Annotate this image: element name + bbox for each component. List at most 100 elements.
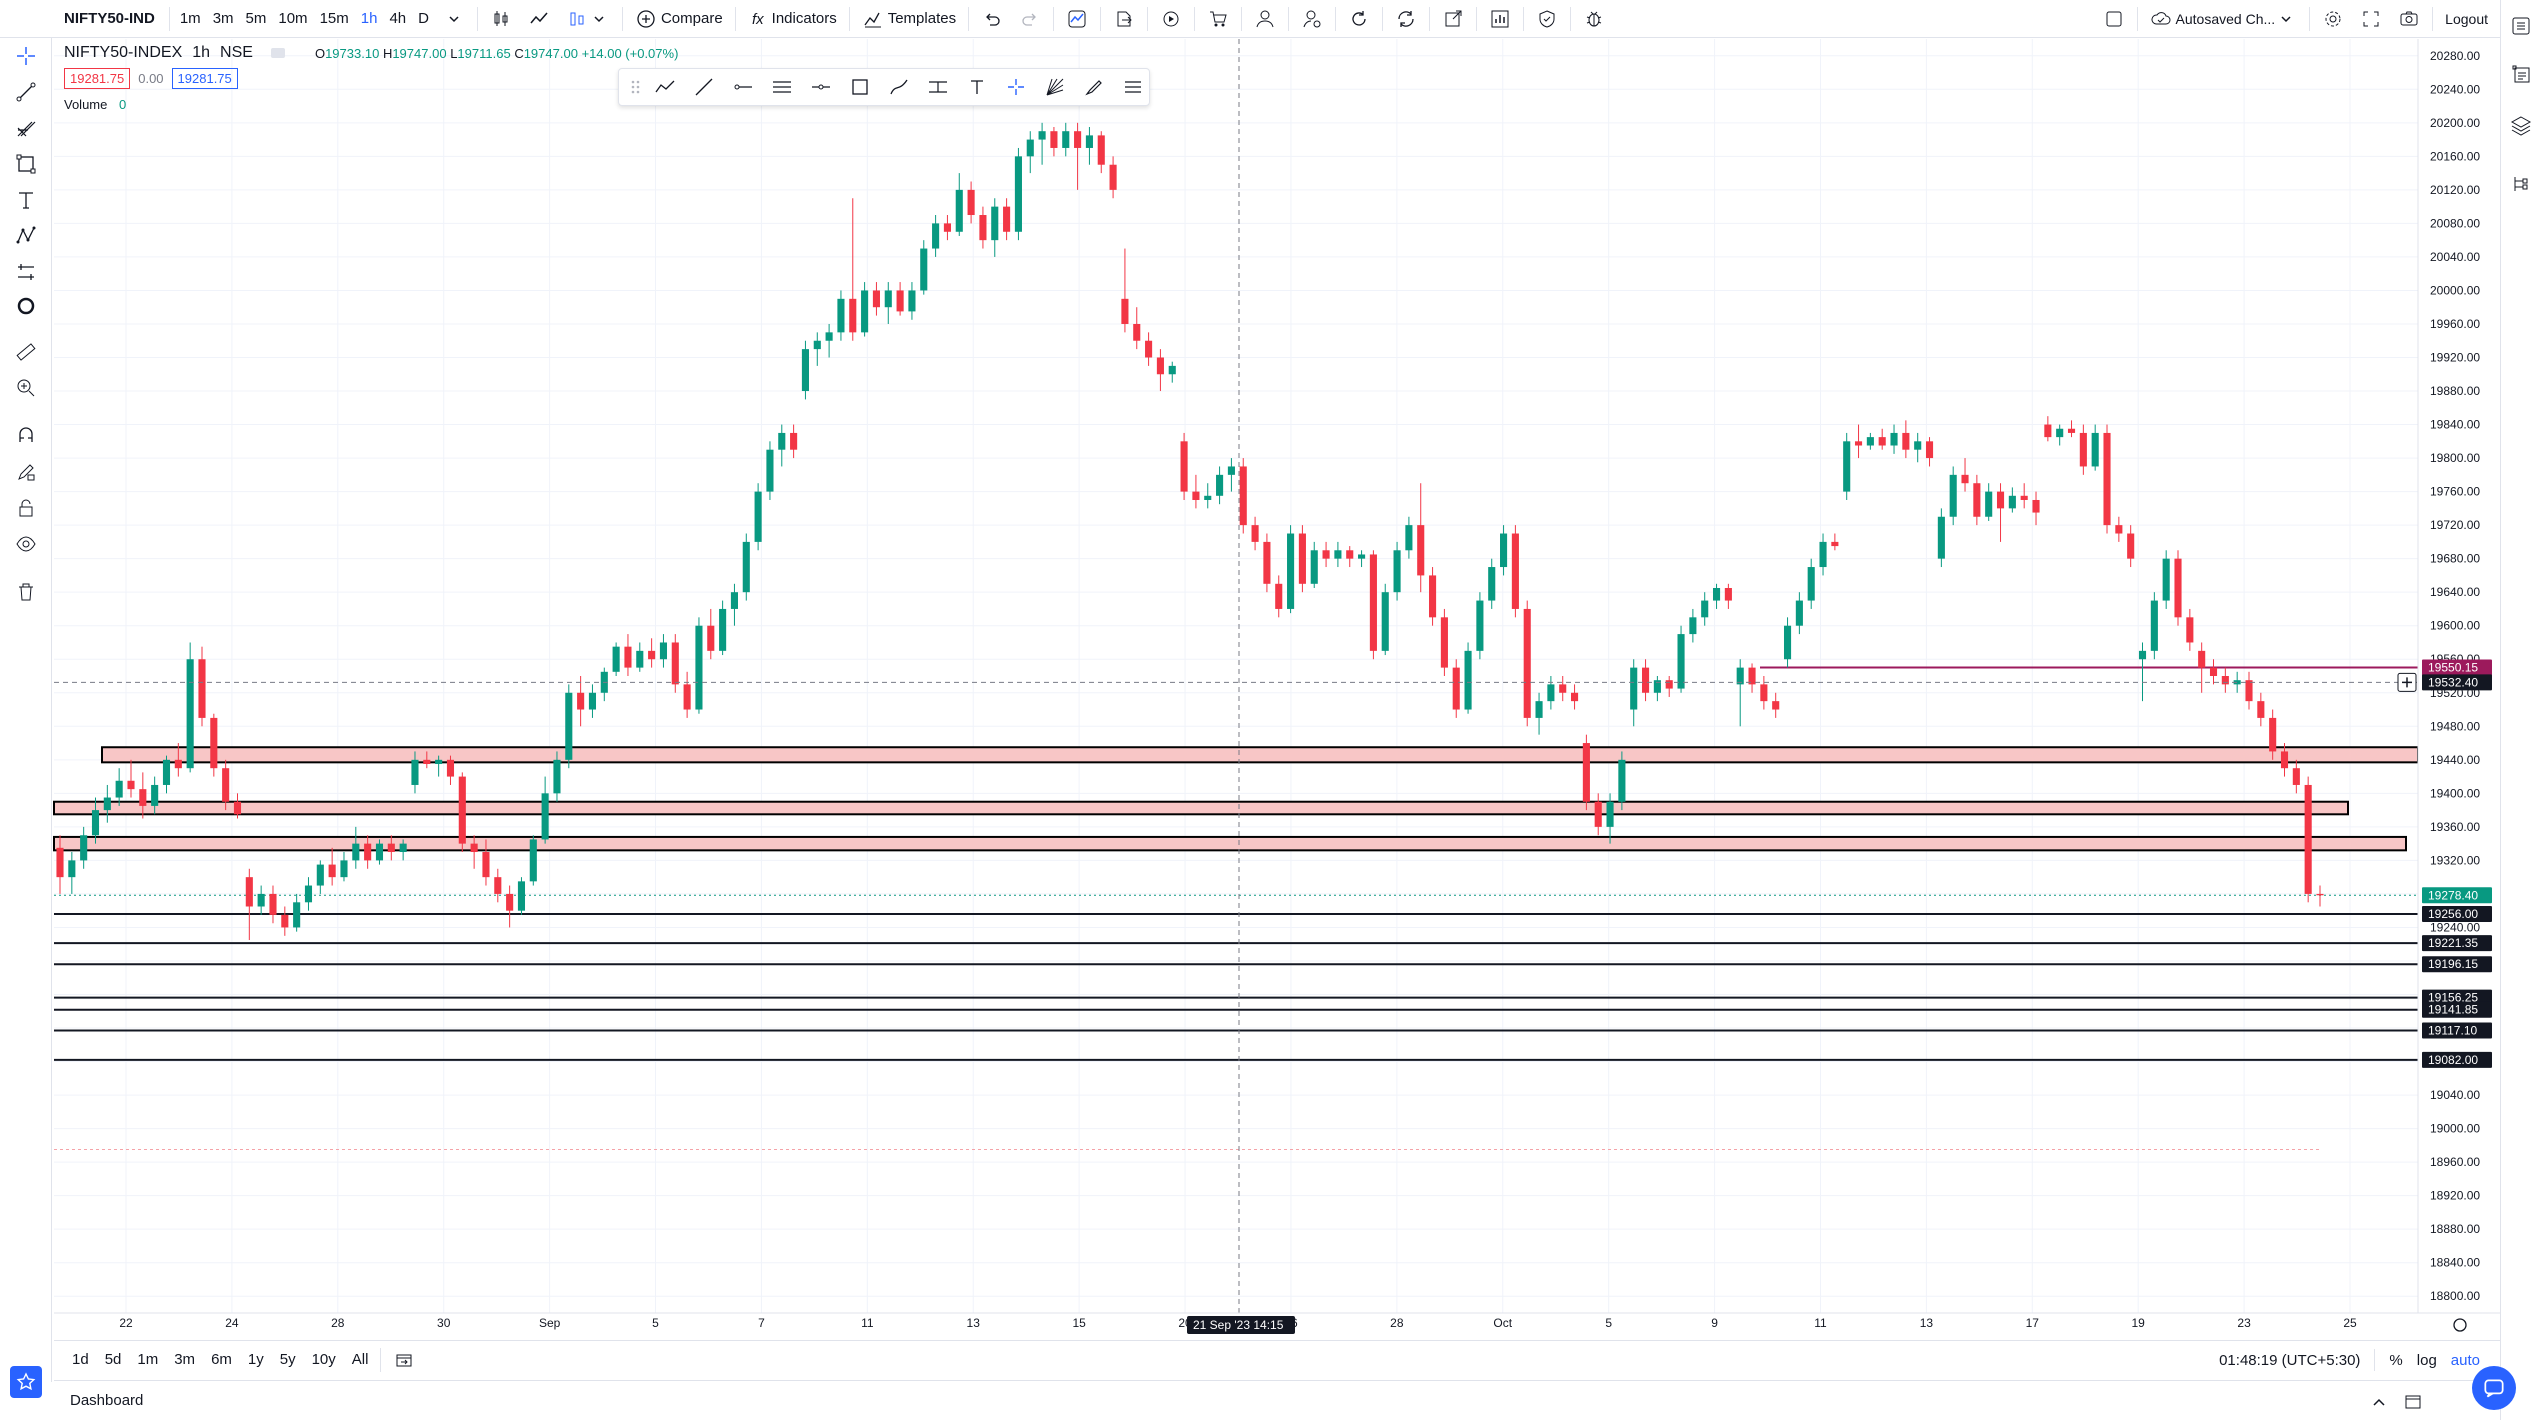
support-chat-button[interactable] xyxy=(2472,1366,2516,1410)
fdt-path[interactable] xyxy=(883,72,916,102)
legend-collapse-button[interactable] xyxy=(270,48,285,58)
candle[interactable] xyxy=(1287,533,1295,609)
candle[interactable] xyxy=(1618,759,1626,802)
candle[interactable] xyxy=(719,608,727,651)
candle[interactable] xyxy=(1239,466,1247,526)
candle[interactable] xyxy=(1476,600,1484,651)
candle[interactable] xyxy=(991,206,999,241)
candle[interactable] xyxy=(2221,676,2229,685)
candle[interactable] xyxy=(1866,437,1874,446)
candle[interactable] xyxy=(1748,667,1756,685)
candle[interactable] xyxy=(1736,667,1744,685)
candle[interactable] xyxy=(2257,701,2265,718)
candle[interactable] xyxy=(1298,533,1306,584)
candle[interactable] xyxy=(2032,499,2040,513)
candle[interactable] xyxy=(577,692,585,710)
range-1d[interactable]: 1d xyxy=(72,1351,89,1368)
candle[interactable] xyxy=(340,860,348,878)
candle[interactable] xyxy=(1109,164,1117,190)
indicators-button[interactable]: fx Indicators xyxy=(740,0,845,38)
candle[interactable] xyxy=(636,650,644,668)
candle[interactable] xyxy=(257,893,265,907)
candle[interactable] xyxy=(1192,491,1200,500)
favorites-button[interactable] xyxy=(10,1366,42,1398)
range-6m[interactable]: 6m xyxy=(211,1351,232,1368)
candle[interactable] xyxy=(423,759,431,765)
candle[interactable] xyxy=(2008,495,2016,509)
candle[interactable] xyxy=(2044,424,2052,438)
candle[interactable] xyxy=(139,789,147,806)
fdt-gann[interactable] xyxy=(1038,72,1071,102)
candle[interactable] xyxy=(1393,550,1401,593)
candle[interactable] xyxy=(565,692,573,760)
candle[interactable] xyxy=(387,843,395,853)
bar-style-bars[interactable] xyxy=(558,0,618,38)
pitchfork-tool[interactable] xyxy=(12,114,40,142)
percent-toggle[interactable]: % xyxy=(2389,1351,2403,1369)
candle[interactable] xyxy=(1772,701,1780,710)
candle[interactable] xyxy=(1346,550,1354,559)
candle[interactable] xyxy=(2269,717,2277,752)
zoom-tool[interactable] xyxy=(12,374,40,402)
candle[interactable] xyxy=(2292,768,2300,785)
user-button[interactable] xyxy=(1246,0,1284,38)
candle[interactable] xyxy=(1026,139,1034,157)
candle[interactable] xyxy=(861,290,869,333)
candle[interactable] xyxy=(683,684,691,710)
candle[interactable] xyxy=(553,759,561,794)
candle[interactable] xyxy=(1085,135,1093,148)
layers-button[interactable] xyxy=(2507,112,2535,140)
candle[interactable] xyxy=(1156,357,1164,375)
candle[interactable] xyxy=(529,839,537,882)
undo-button[interactable] xyxy=(973,0,1011,38)
pattern-tool[interactable] xyxy=(12,222,40,250)
candle[interactable] xyxy=(328,864,336,878)
candle[interactable] xyxy=(778,432,786,450)
candle[interactable] xyxy=(1038,131,1046,140)
range-5d[interactable]: 5d xyxy=(104,1351,122,1368)
price-chart[interactable]: 20280.00 20240.00 20200.00 20160.00 20120.00… xyxy=(0,0,2500,1345)
interval-10m[interactable]: 10m xyxy=(278,10,308,27)
candle[interactable] xyxy=(435,759,443,765)
candle[interactable] xyxy=(1665,680,1673,689)
candle[interactable] xyxy=(458,776,466,844)
trend-line-tool[interactable] xyxy=(12,78,40,106)
cart-button[interactable] xyxy=(1199,0,1237,38)
refresh-button[interactable] xyxy=(1340,0,1378,38)
candle[interactable] xyxy=(222,768,230,802)
logout-button[interactable]: Logout xyxy=(2445,11,2488,27)
candle[interactable] xyxy=(896,290,904,312)
bug-button[interactable] xyxy=(1575,0,1613,38)
fdt-trend-line[interactable] xyxy=(688,72,721,102)
watchlist-button[interactable] xyxy=(2507,12,2535,40)
axis-settings-gear-icon[interactable] xyxy=(2453,1318,2467,1332)
log-toggle[interactable]: log xyxy=(2416,1351,2437,1369)
buy-price[interactable]: 19281.75 xyxy=(171,68,238,89)
candle[interactable] xyxy=(1854,441,1863,446)
replay-button[interactable] xyxy=(1152,0,1190,38)
candle[interactable] xyxy=(1429,575,1437,618)
candle[interactable] xyxy=(1559,684,1567,693)
candle[interactable] xyxy=(1878,437,1886,446)
fdt-polyline[interactable] xyxy=(649,72,682,102)
export-button[interactable] xyxy=(1105,0,1143,38)
magnet-tool[interactable] xyxy=(12,422,40,450)
candle[interactable] xyxy=(2020,495,2028,500)
symbol-search[interactable]: NIFTY50-IND xyxy=(64,10,155,27)
candle[interactable] xyxy=(1204,495,1212,500)
candle[interactable] xyxy=(1985,491,1993,517)
remove-drawings-tool[interactable] xyxy=(12,578,40,606)
candle[interactable] xyxy=(1914,441,1922,450)
interval-3m[interactable]: 3m xyxy=(212,10,234,27)
candle[interactable] xyxy=(979,215,987,241)
candle[interactable] xyxy=(1937,516,1945,559)
candle[interactable] xyxy=(1594,801,1602,827)
collapse-panel-button[interactable] xyxy=(2368,1391,2390,1413)
candle[interactable] xyxy=(1961,474,1969,484)
candle[interactable] xyxy=(801,349,809,392)
candle[interactable] xyxy=(1322,550,1330,559)
candle[interactable] xyxy=(837,298,845,333)
fdt-crosshair[interactable] xyxy=(999,72,1032,102)
hide-drawings-tool[interactable] xyxy=(12,530,40,558)
fdt-more[interactable] xyxy=(1116,72,1149,102)
